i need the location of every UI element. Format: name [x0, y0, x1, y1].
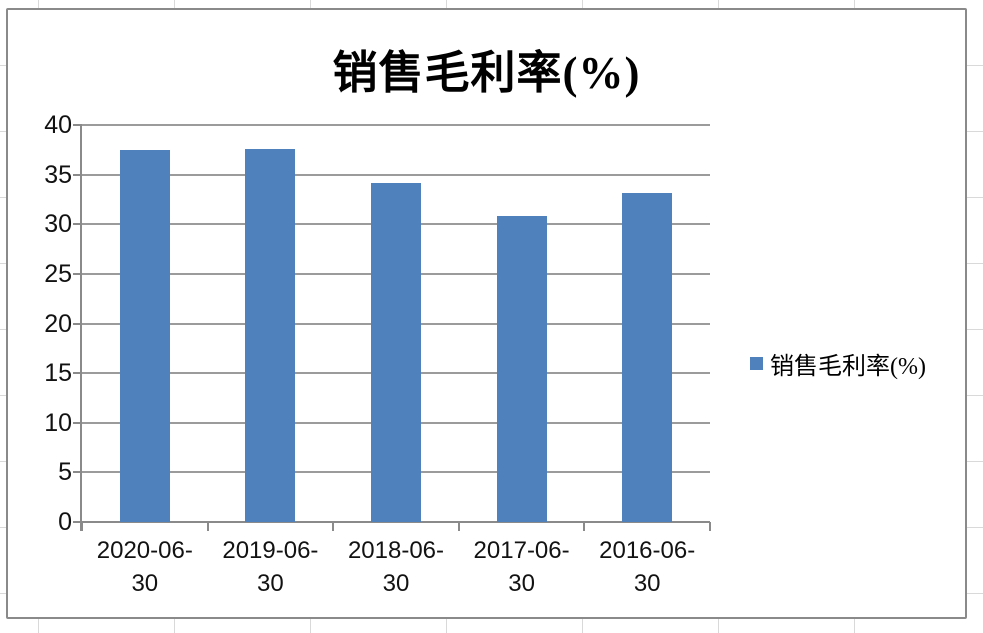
- bar-2018-06-30[interactable]: [371, 182, 421, 522]
- y-axis-label: 15: [44, 359, 72, 388]
- y-axis-label: 25: [44, 259, 72, 288]
- y-axis-label: 10: [44, 408, 72, 437]
- y-axis-tick: [73, 421, 82, 424]
- y-axis-label: 30: [44, 210, 72, 239]
- y-axis-tick: [73, 223, 82, 226]
- x-axis-label: 2016-06-30: [599, 537, 696, 597]
- x-axis-tick: [457, 522, 460, 531]
- bar-2017-06-30[interactable]: [496, 216, 547, 522]
- legend[interactable]: 销售毛利率(%): [750, 346, 926, 381]
- gridline: [82, 124, 710, 126]
- y-axis-label: 5: [58, 458, 72, 487]
- y-axis-tick: [73, 124, 82, 126]
- y-axis-tick: [73, 173, 82, 176]
- x-axis-line: [82, 521, 710, 523]
- gridline: [82, 173, 710, 176]
- bar-2019-06-30[interactable]: [245, 148, 296, 522]
- x-axis-tick: [206, 522, 209, 531]
- chart-area[interactable]: 销售毛利率(%) 销售毛利率(%) 40 35 30 25 20 15 10 5 0 2020-0…: [6, 8, 967, 619]
- y-axis-tick: [73, 322, 82, 325]
- y-axis-tick: [73, 372, 82, 375]
- x-axis-tick: [81, 522, 83, 531]
- x-axis-label: 2020-06-30: [96, 537, 193, 597]
- x-axis-label: 2019-06-30: [222, 537, 319, 597]
- legend-label: 销售毛利率(%): [770, 354, 926, 380]
- y-axis-line: [80, 125, 82, 531]
- y-axis-label: 0: [58, 508, 72, 536]
- bar-2016-06-30[interactable]: [622, 193, 673, 522]
- x-axis-label: 2018-06-30: [347, 537, 445, 597]
- y-axis-label: 40: [44, 111, 72, 139]
- bar-2020-06-30[interactable]: [119, 149, 170, 522]
- x-axis-tick: [332, 522, 335, 531]
- y-axis-label: 20: [44, 309, 72, 338]
- x-axis-tick: [709, 522, 711, 531]
- y-axis-tick: [73, 521, 82, 523]
- y-axis-tick: [73, 272, 82, 275]
- x-axis-tick: [583, 522, 586, 531]
- y-axis-label: 35: [44, 160, 72, 189]
- legend-marker-icon: [750, 357, 763, 370]
- chart-title: 销售毛利率(%): [332, 48, 641, 98]
- x-axis-label: 2017-06-30: [473, 537, 570, 597]
- y-axis-tick: [73, 471, 82, 474]
